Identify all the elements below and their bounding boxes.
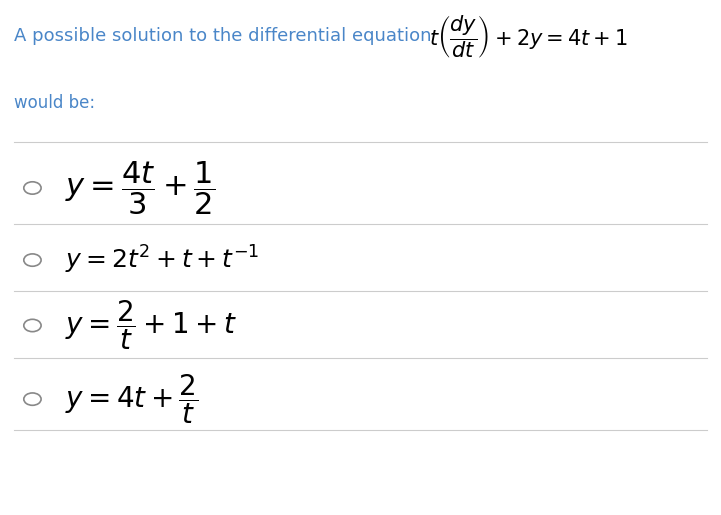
Text: $t \left( \dfrac{dy}{dt} \right) + 2y = 4t + 1$: $t \left( \dfrac{dy}{dt} \right) + 2y = … bbox=[429, 12, 628, 60]
Text: $y = 2t^2 + t + t^{-1}$: $y = 2t^2 + t + t^{-1}$ bbox=[65, 244, 259, 276]
Text: $y = \dfrac{4t}{3} + \dfrac{1}{2}$: $y = \dfrac{4t}{3} + \dfrac{1}{2}$ bbox=[65, 159, 215, 217]
Text: $y = 4t + \dfrac{2}{t}$: $y = 4t + \dfrac{2}{t}$ bbox=[65, 372, 198, 426]
Text: would be:: would be: bbox=[14, 94, 96, 112]
Text: $y = \dfrac{2}{t} + 1 + t$: $y = \dfrac{2}{t} + 1 + t$ bbox=[65, 299, 236, 352]
Text: A possible solution to the differential equation: A possible solution to the differential … bbox=[14, 27, 438, 45]
